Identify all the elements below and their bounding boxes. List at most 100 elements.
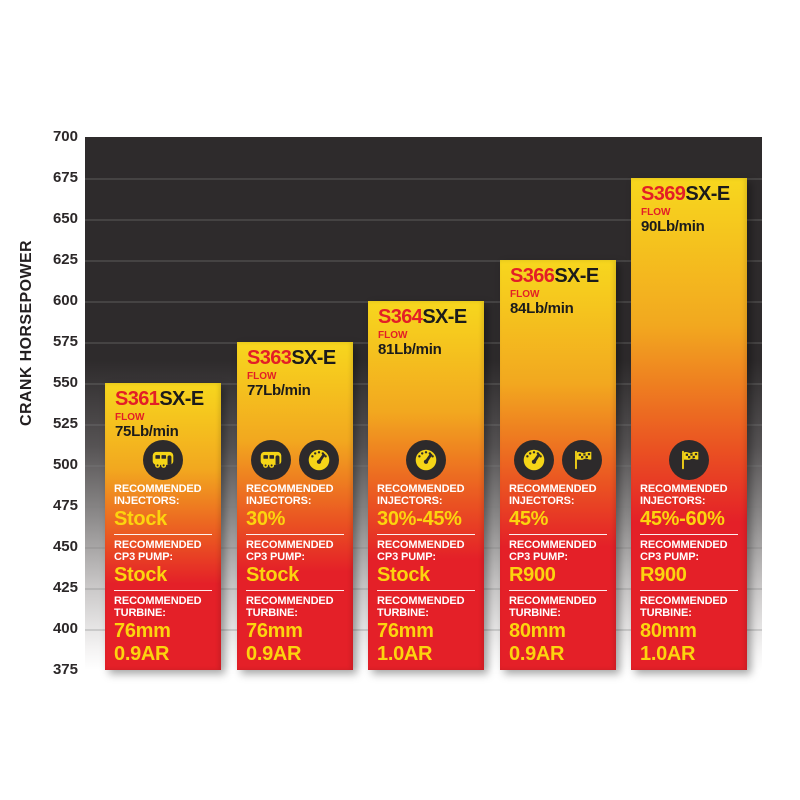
speedometer-gauge-icon: [406, 439, 446, 480]
cp3-pump-value: Stock: [246, 564, 299, 587]
injectors-label: RECOMMENDED INJECTORS:: [114, 482, 202, 507]
divider: [114, 589, 212, 591]
turbine-ar: 1.0AR: [640, 642, 696, 665]
bar-model: S369SX-E: [641, 184, 737, 204]
injectors-label: RECOMMENDED INJECTORS:: [509, 482, 597, 507]
divider: [640, 533, 738, 535]
injectors-label: RECOMMENDED INJECTORS:: [377, 482, 465, 507]
injectors-label: RECOMMENDED INJECTORS:: [246, 482, 334, 507]
bar-S366SX-E: S366SX-E FLOW 84Lb/min RECOMMENDED INJECTOR…: [500, 260, 616, 670]
bar-specs: RECOMMENDED INJECTORS: 30% RECOMMENDED CP3…: [237, 439, 353, 670]
model-suffix: SX-E: [554, 265, 599, 287]
model-prefix: S366: [510, 265, 555, 287]
divider: [114, 533, 212, 535]
cp3-pump-label: RECOMMENDED CP3 PUMP:: [509, 538, 597, 563]
turbine-ar: 1.0AR: [377, 642, 433, 665]
turbine-size: 76mm: [246, 620, 303, 643]
bar-header: S364SX-E FLOW 81Lb/min: [368, 301, 484, 358]
icons-row: [509, 439, 607, 480]
divider: [246, 533, 344, 535]
injectors-value: 45%: [509, 508, 549, 531]
y-tick-label: 450: [52, 538, 78, 555]
bar-header: S369SX-E FLOW 90Lb/min: [631, 178, 747, 235]
bar-specs: RECOMMENDED INJECTORS: Stock RECOMMENDED C…: [105, 439, 221, 670]
turbine-size: 80mm: [640, 620, 697, 643]
injectors-value: 45%-60%: [640, 508, 725, 531]
injectors-value: 30%-45%: [377, 508, 462, 531]
icons-row: [246, 439, 344, 480]
turbine-size: 76mm: [114, 620, 171, 643]
bar-specs: RECOMMENDED INJECTORS: 45% RECOMMENDED CP3…: [500, 439, 616, 670]
y-tick-label: 400: [52, 620, 78, 637]
bar-model: S363SX-E: [247, 348, 343, 368]
y-tick-label: 575: [52, 333, 78, 350]
turbine-label: RECOMMENDED TURBINE:: [377, 594, 465, 619]
flow-label: FLOW: [378, 330, 408, 341]
flow-label: FLOW: [510, 289, 540, 300]
y-tick-label: 475: [52, 497, 78, 514]
y-tick-label: 525: [52, 415, 78, 432]
race-flag-icon: [669, 439, 709, 480]
turbine-label: RECOMMENDED TURBINE:: [640, 594, 728, 619]
model-prefix: S361: [115, 388, 160, 410]
y-tick-label: 625: [52, 251, 78, 268]
model-suffix: SX-E: [685, 183, 730, 205]
bar-header: S366SX-E FLOW 84Lb/min: [500, 260, 616, 317]
flow-label: FLOW: [115, 412, 145, 423]
injectors-value: 30%: [246, 508, 286, 531]
rv-towing-icon: [143, 439, 183, 480]
model-suffix: SX-E: [159, 388, 204, 410]
divider: [246, 589, 344, 591]
y-tick-label: 375: [52, 661, 78, 678]
bar-header: S363SX-E FLOW 77Lb/min: [237, 342, 353, 399]
flow-value: 77Lb/min: [247, 382, 311, 399]
gridline: [85, 260, 762, 262]
y-tick-label: 425: [52, 579, 78, 596]
bar-S363SX-E: S363SX-E FLOW 77Lb/min RECOMMENDED INJECTOR…: [237, 342, 353, 670]
model-suffix: SX-E: [291, 347, 336, 369]
turbine-ar: 0.9AR: [246, 642, 302, 665]
speedometer-gauge-icon: [299, 439, 339, 480]
turbine-size: 80mm: [509, 620, 566, 643]
gridline: [85, 219, 762, 221]
bar-model: S366SX-E: [510, 266, 606, 286]
flow-value: 75Lb/min: [115, 423, 179, 440]
flow-label: FLOW: [641, 207, 671, 218]
turbine-label: RECOMMENDED TURBINE:: [114, 594, 202, 619]
y-tick-label: 550: [52, 374, 78, 391]
bar-S369SX-E: S369SX-E FLOW 90Lb/min RECOMMENDED INJECTOR…: [631, 178, 747, 670]
icons-row: [114, 439, 212, 480]
speedometer-gauge-icon: [514, 439, 554, 480]
plot-area: S361SX-E FLOW 75Lb/min RECOMMENDED INJECTOR…: [85, 137, 762, 670]
y-tick-label: 650: [52, 210, 78, 227]
model-suffix: SX-E: [422, 306, 467, 328]
cp3-pump-label: RECOMMENDED CP3 PUMP:: [246, 538, 334, 563]
bar-model: S364SX-E: [378, 307, 474, 327]
turbine-size: 76mm: [377, 620, 434, 643]
flow-value: 90Lb/min: [641, 218, 705, 235]
injectors-label: RECOMMENDED INJECTORS:: [640, 482, 728, 507]
model-prefix: S363: [247, 347, 292, 369]
cp3-pump-label: RECOMMENDED CP3 PUMP:: [377, 538, 465, 563]
flow-value: 81Lb/min: [378, 341, 442, 358]
flow-label: FLOW: [247, 371, 277, 382]
bar-header: S361SX-E FLOW 75Lb/min: [105, 383, 221, 440]
divider: [377, 533, 475, 535]
injectors-value: Stock: [114, 508, 167, 531]
model-prefix: S364: [378, 306, 423, 328]
y-tick-label: 700: [52, 128, 78, 145]
gridline: [85, 178, 762, 180]
y-tick-label: 600: [52, 292, 78, 309]
flow-value: 84Lb/min: [510, 300, 574, 317]
cp3-pump-value: Stock: [377, 564, 430, 587]
cp3-pump-value: R900: [509, 564, 556, 587]
model-prefix: S369: [641, 183, 686, 205]
icons-row: [640, 439, 738, 480]
turbine-ar: 0.9AR: [509, 642, 565, 665]
turbine-label: RECOMMENDED TURBINE:: [509, 594, 597, 619]
race-flag-icon: [562, 439, 602, 480]
divider: [377, 589, 475, 591]
icons-row: [377, 439, 475, 480]
bar-specs: RECOMMENDED INJECTORS: 30%-45% RECOMMENDED…: [368, 439, 484, 670]
